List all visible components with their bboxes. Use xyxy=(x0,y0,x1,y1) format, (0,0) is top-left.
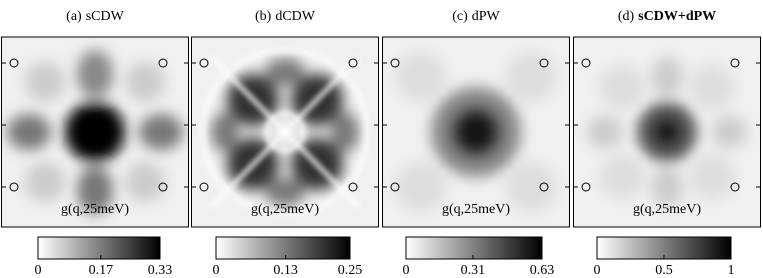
panel-name: sCDW xyxy=(86,9,125,24)
marker-circle xyxy=(390,58,400,68)
colorbar-tick-label: 0.17 xyxy=(89,263,114,278)
panel-title: (a) sCDW xyxy=(66,9,124,24)
marker-circle xyxy=(158,182,168,192)
panel-frame xyxy=(1,36,189,228)
blob xyxy=(7,114,51,150)
blob xyxy=(600,65,644,109)
marker-circle xyxy=(9,58,19,68)
blob xyxy=(65,102,125,162)
marker-circle xyxy=(199,182,209,192)
panel-tag: (d) xyxy=(618,9,635,24)
marker-circle xyxy=(730,58,740,68)
blob xyxy=(125,62,165,102)
heatmap xyxy=(191,37,379,227)
blob xyxy=(331,112,359,152)
marker-circle xyxy=(539,58,549,68)
panel-label: g(q,25meV) xyxy=(442,202,510,217)
heatmap-blobs xyxy=(396,52,556,212)
colorbar-tick-label: 0 xyxy=(594,263,601,278)
blob xyxy=(653,118,681,146)
colorbar-tick-label: 0.5 xyxy=(655,263,673,278)
panel-tag: (c) xyxy=(452,9,468,24)
colorbar-tick-label: 0.33 xyxy=(148,263,173,278)
panel-title: (c) dPW xyxy=(452,9,500,24)
panel-frame xyxy=(191,36,379,228)
panel-title: (b) dCDW xyxy=(255,9,316,24)
blob xyxy=(600,155,644,199)
blob xyxy=(77,50,113,98)
colorbar xyxy=(405,236,543,260)
blob xyxy=(587,116,623,148)
panel-label: g(q,25meV) xyxy=(61,202,129,217)
colorbar xyxy=(215,236,351,260)
white-lines xyxy=(201,48,369,216)
blob xyxy=(77,166,113,214)
marker-circle xyxy=(199,58,209,68)
blob xyxy=(651,57,683,97)
marker-circle xyxy=(348,182,358,192)
panel-label: g(q,25meV) xyxy=(251,202,319,217)
marker-circle xyxy=(581,182,591,192)
blob xyxy=(396,162,446,212)
panel-name: sCDW+dPW xyxy=(638,9,716,24)
marker-circle xyxy=(9,182,19,192)
panel: (c) dPW g(q,25meV) xyxy=(382,9,570,228)
blob xyxy=(265,178,305,206)
colorbar-tick-label: 0.13 xyxy=(273,263,298,278)
colorbar-tick-label: 0.63 xyxy=(530,263,555,278)
blob xyxy=(25,162,65,202)
panel-frame xyxy=(573,36,761,228)
blob xyxy=(139,114,183,150)
blob xyxy=(690,65,734,109)
marker-circle xyxy=(730,182,740,192)
heatmap-blobs xyxy=(7,50,183,214)
panel: (a) sCDW g(q,25meV) xyxy=(1,9,189,228)
heatmap xyxy=(1,37,189,227)
panel-tag: (b) xyxy=(255,9,272,24)
panel-name: dCDW xyxy=(275,9,315,24)
white-ring xyxy=(201,48,369,216)
blob xyxy=(506,162,556,212)
blob xyxy=(125,162,165,202)
blob xyxy=(506,52,556,102)
blob xyxy=(651,167,683,207)
marker-circle xyxy=(158,58,168,68)
heatmap xyxy=(573,37,761,227)
colorbar xyxy=(37,236,161,260)
blob xyxy=(25,62,65,102)
heatmap xyxy=(382,37,570,227)
marker-circle xyxy=(348,58,358,68)
marker-circle xyxy=(390,182,400,192)
colorbar-tick-label: 0 xyxy=(213,263,220,278)
panel-tag: (a) xyxy=(66,9,82,24)
heatmap-blobs xyxy=(587,57,747,207)
blob xyxy=(396,52,446,102)
blob xyxy=(711,116,747,148)
blob xyxy=(265,58,305,86)
panel: (d) sCDW+dPW g(q,25meV) xyxy=(573,9,761,228)
colorbar-tick-label: 0 xyxy=(403,263,410,278)
colorbar-tick-label: 0.25 xyxy=(338,263,363,278)
panel-frame xyxy=(382,36,570,228)
white-ring xyxy=(265,112,305,152)
blob xyxy=(690,155,734,199)
panel-label: g(q,25meV) xyxy=(633,202,701,217)
panel: (b) dCDW g(q,25meV) xyxy=(191,9,379,228)
panel-name: dPW xyxy=(472,9,501,24)
colorbar-tick-label: 0 xyxy=(35,263,42,278)
panel-title: (d) sCDW+dPW xyxy=(618,9,716,24)
marker-circle xyxy=(581,58,591,68)
blob xyxy=(466,122,486,142)
colorbar-tick-label: 0.31 xyxy=(461,263,486,278)
marker-circle xyxy=(539,182,549,192)
white-line xyxy=(209,55,361,209)
blob xyxy=(211,112,239,152)
colorbar-tick-label: 1 xyxy=(728,263,735,278)
